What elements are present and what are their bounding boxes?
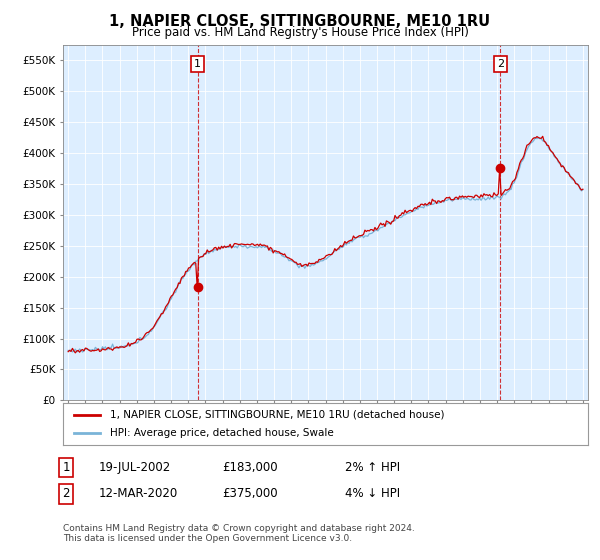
Text: HPI: Average price, detached house, Swale: HPI: Average price, detached house, Swal… (110, 428, 334, 438)
Text: 19-JUL-2002: 19-JUL-2002 (99, 461, 171, 474)
Text: £183,000: £183,000 (222, 461, 278, 474)
Text: 1, NAPIER CLOSE, SITTINGBOURNE, ME10 1RU (detached house): 1, NAPIER CLOSE, SITTINGBOURNE, ME10 1RU… (110, 410, 445, 420)
Text: Contains HM Land Registry data © Crown copyright and database right 2024.
This d: Contains HM Land Registry data © Crown c… (63, 524, 415, 543)
Text: 1: 1 (194, 59, 201, 69)
Text: 2: 2 (62, 487, 70, 501)
Text: 2% ↑ HPI: 2% ↑ HPI (345, 461, 400, 474)
Text: £375,000: £375,000 (222, 487, 278, 501)
Text: 12-MAR-2020: 12-MAR-2020 (99, 487, 178, 501)
Text: 1, NAPIER CLOSE, SITTINGBOURNE, ME10 1RU: 1, NAPIER CLOSE, SITTINGBOURNE, ME10 1RU (109, 14, 491, 29)
Text: Price paid vs. HM Land Registry's House Price Index (HPI): Price paid vs. HM Land Registry's House … (131, 26, 469, 39)
Text: 4% ↓ HPI: 4% ↓ HPI (345, 487, 400, 501)
Text: 1: 1 (62, 461, 70, 474)
Text: 2: 2 (497, 59, 504, 69)
